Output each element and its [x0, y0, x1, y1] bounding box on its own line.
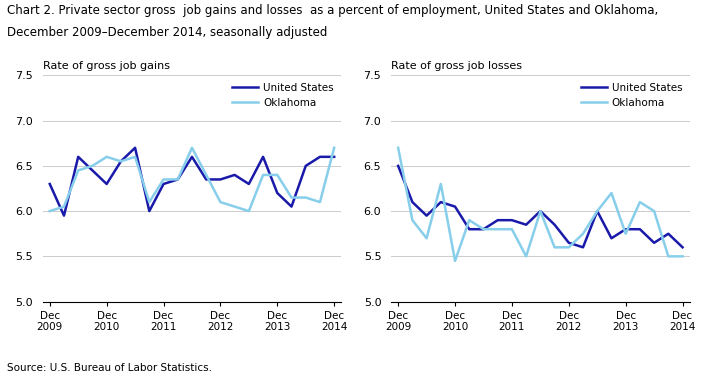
Oklahoma — [621, 231, 630, 236]
Oklahoma — [74, 168, 82, 173]
Line: United States: United States — [398, 166, 683, 247]
Text: Rate of gross job gains: Rate of gross job gains — [43, 61, 170, 71]
United States — [273, 191, 282, 195]
United States — [131, 146, 139, 150]
United States — [316, 155, 324, 159]
Oklahoma — [287, 195, 296, 200]
United States — [301, 164, 310, 168]
Oklahoma — [88, 164, 97, 168]
United States — [287, 204, 296, 209]
Oklahoma — [579, 231, 587, 236]
Oklahoma — [202, 173, 210, 177]
Line: United States: United States — [50, 148, 334, 216]
Oklahoma — [216, 200, 225, 204]
Oklahoma — [60, 204, 68, 209]
Oklahoma — [102, 155, 111, 159]
United States — [479, 227, 488, 231]
United States — [664, 231, 673, 236]
United States — [621, 227, 630, 231]
United States — [650, 241, 658, 245]
United States — [46, 182, 54, 186]
United States — [102, 182, 111, 186]
Oklahoma — [159, 177, 168, 182]
Oklahoma — [316, 200, 324, 204]
Oklahoma — [145, 200, 154, 204]
Oklahoma — [245, 209, 253, 213]
United States — [394, 164, 402, 168]
Line: Oklahoma: Oklahoma — [50, 148, 334, 211]
United States — [593, 209, 602, 213]
United States — [60, 213, 68, 218]
United States — [88, 168, 97, 173]
United States — [565, 241, 573, 245]
Oklahoma — [117, 159, 125, 164]
Oklahoma — [522, 254, 530, 259]
United States — [579, 245, 587, 250]
United States — [117, 159, 125, 164]
United States — [173, 177, 182, 182]
Line: Oklahoma: Oklahoma — [398, 148, 683, 261]
Oklahoma — [173, 177, 182, 182]
United States — [245, 182, 253, 186]
United States — [408, 200, 417, 204]
Oklahoma — [550, 245, 559, 250]
Text: December 2009–December 2014, seasonally adjusted: December 2009–December 2014, seasonally … — [7, 26, 328, 39]
United States — [422, 213, 431, 218]
United States — [145, 209, 154, 213]
Oklahoma — [259, 173, 267, 177]
United States — [74, 155, 82, 159]
United States — [230, 173, 239, 177]
United States — [188, 155, 196, 159]
United States — [202, 177, 210, 182]
Oklahoma — [46, 209, 54, 213]
United States — [493, 218, 502, 222]
Oklahoma — [607, 191, 616, 195]
Oklahoma — [273, 173, 282, 177]
Oklahoma — [508, 227, 516, 231]
Oklahoma — [678, 254, 687, 259]
Oklahoma — [650, 209, 658, 213]
United States — [330, 155, 338, 159]
United States — [522, 222, 530, 227]
Text: Source: U.S. Bureau of Labor Statistics.: Source: U.S. Bureau of Labor Statistics. — [7, 363, 212, 373]
Oklahoma — [536, 209, 545, 213]
United States — [216, 177, 225, 182]
Oklahoma — [565, 245, 573, 250]
United States — [465, 227, 474, 231]
Oklahoma — [636, 200, 644, 204]
Oklahoma — [422, 236, 431, 241]
United States — [508, 218, 516, 222]
United States — [437, 200, 445, 204]
Oklahoma — [230, 204, 239, 209]
Oklahoma — [408, 218, 417, 222]
United States — [678, 245, 687, 250]
United States — [607, 236, 616, 241]
Oklahoma — [479, 227, 488, 231]
Oklahoma — [451, 259, 459, 263]
United States — [550, 222, 559, 227]
Oklahoma — [493, 227, 502, 231]
Text: Rate of gross job losses: Rate of gross job losses — [391, 61, 522, 71]
Oklahoma — [301, 195, 310, 200]
Text: Chart 2. Private sector gross  job gains and losses  as a percent of employment,: Chart 2. Private sector gross job gains … — [7, 4, 658, 17]
Oklahoma — [131, 155, 139, 159]
Oklahoma — [330, 146, 338, 150]
United States — [636, 227, 644, 231]
United States — [259, 155, 267, 159]
Legend: United States, Oklahoma: United States, Oklahoma — [579, 81, 685, 110]
Oklahoma — [465, 218, 474, 222]
United States — [451, 204, 459, 209]
Oklahoma — [664, 254, 673, 259]
Oklahoma — [437, 182, 445, 186]
Oklahoma — [394, 146, 402, 150]
United States — [159, 182, 168, 186]
United States — [536, 209, 545, 213]
Legend: United States, Oklahoma: United States, Oklahoma — [230, 81, 336, 110]
Oklahoma — [188, 146, 196, 150]
Oklahoma — [593, 209, 602, 213]
